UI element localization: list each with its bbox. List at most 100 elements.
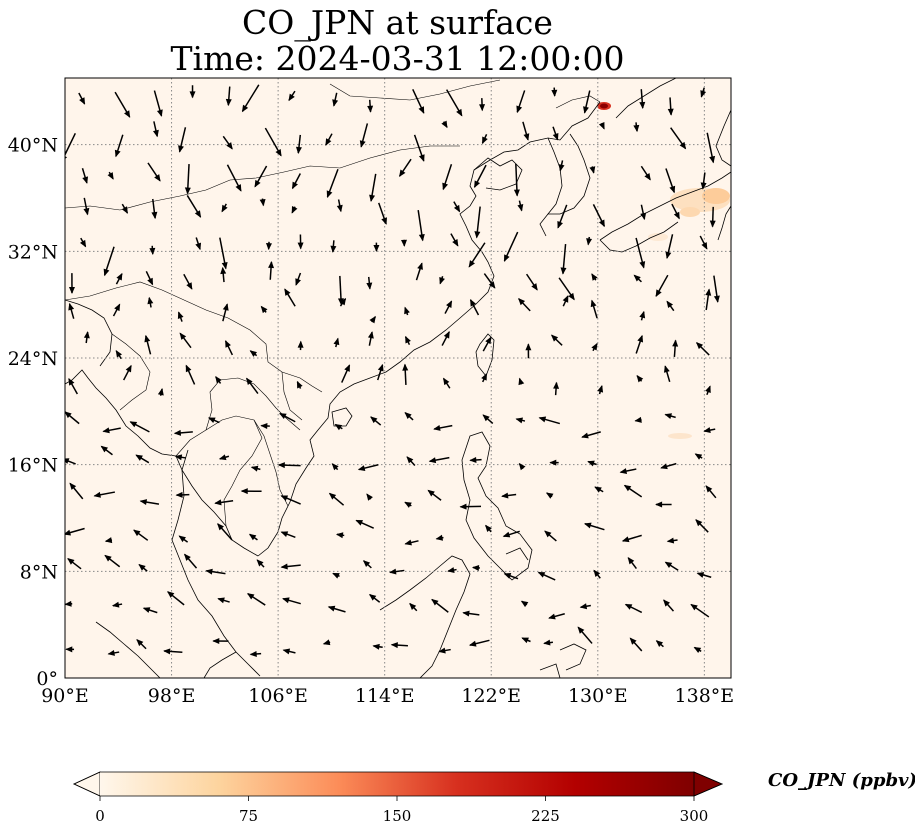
wind-arrow — [157, 387, 164, 396]
wind-arrow — [291, 206, 298, 214]
wind-arrow — [667, 97, 674, 116]
wind-arrow — [256, 559, 265, 568]
wind-arrow — [225, 86, 232, 107]
wind-arrow — [589, 166, 596, 174]
wind-arrow — [65, 527, 85, 536]
wind-arrow — [413, 134, 425, 162]
wind-arrow — [327, 605, 346, 613]
wind-arrow — [107, 171, 114, 180]
colorbar-tick-label: 75 — [239, 807, 258, 825]
wind-arrow — [254, 165, 268, 188]
wind-arrow — [241, 84, 260, 113]
wind-arrow — [183, 553, 198, 569]
wind-arrow — [138, 563, 148, 572]
wind-arrow — [623, 484, 643, 498]
wind-arrow — [544, 530, 557, 542]
wind-arrow — [331, 463, 339, 471]
wind-arrow — [147, 162, 161, 182]
wind-arrow — [550, 334, 563, 346]
wind-arrow — [624, 603, 643, 614]
wind-arrow — [373, 242, 380, 252]
wind-arrow — [79, 237, 87, 248]
wind-arrow — [671, 203, 680, 220]
wind-arrow — [516, 90, 526, 114]
wind-arrow — [481, 373, 488, 383]
wind-arrow — [552, 126, 559, 141]
wind-arrow — [543, 639, 554, 646]
lon-tick-label: 130°E — [568, 685, 628, 707]
wind-arrow — [284, 288, 296, 307]
wind-arrow — [325, 133, 333, 146]
wind-arrow — [121, 203, 129, 214]
wind-arrow — [122, 364, 132, 381]
wind-arrow — [151, 198, 158, 220]
lat-tick-label: 8°N — [20, 561, 58, 583]
wind-arrow — [404, 335, 411, 346]
lon-tick-label: 90°E — [41, 685, 89, 707]
wind-arrow — [469, 456, 482, 463]
wind-arrow — [149, 245, 156, 256]
wind-arrow — [68, 302, 75, 319]
wind-arrow — [328, 492, 345, 506]
wind-arrow — [441, 120, 448, 129]
wind-arrow — [336, 199, 343, 213]
wind-arrow — [129, 421, 150, 433]
wind-arrow — [68, 273, 75, 294]
colorbar-min-extension — [73, 771, 101, 797]
wind-arrow — [515, 417, 526, 424]
wind-arrow — [335, 532, 345, 539]
wind-arrow — [442, 377, 451, 389]
wind-arrow — [590, 299, 598, 319]
wind-arrow — [178, 127, 187, 153]
wind-arrow — [409, 602, 418, 612]
wind-arrow — [553, 381, 560, 396]
colorbar-tick-label: 0 — [95, 807, 105, 825]
lat-tick-label: 32°N — [8, 241, 58, 263]
wind-arrow — [501, 492, 517, 499]
wind-arrow — [69, 482, 84, 500]
colorbar-tick-label: 150 — [383, 807, 412, 825]
wind-arrow — [224, 340, 234, 356]
co-plume-japan-south — [680, 207, 700, 217]
wind-arrow — [666, 537, 678, 544]
wind-arrow — [450, 233, 459, 247]
wind-arrow — [83, 197, 90, 216]
wind-arrow — [525, 273, 538, 291]
wind-arrow — [152, 121, 159, 138]
wind-arrow — [153, 90, 163, 117]
map-title-line2: Time: 2024-03-31 12:00:00 — [170, 39, 625, 78]
wind-arrow — [282, 648, 296, 655]
colorbar-max-extension — [693, 771, 724, 797]
wind-arrow — [260, 422, 270, 429]
wind-arrow — [288, 90, 296, 102]
wind-arrow — [562, 295, 569, 307]
wind-arrow — [282, 597, 301, 605]
wind-arrow — [185, 364, 196, 385]
co-hotspot-core — [600, 103, 608, 109]
wind-arrow — [503, 573, 519, 580]
wind-arrow — [265, 241, 272, 251]
wind-arrow — [591, 273, 598, 281]
wind-arrow — [341, 364, 351, 383]
wind-arrow — [415, 262, 423, 281]
wind-arrow — [240, 488, 262, 495]
wind-arrow — [280, 531, 296, 539]
country-borders — [65, 79, 601, 527]
wind-arrow — [220, 266, 227, 283]
wind-arrow — [334, 423, 343, 431]
wind-arrow — [444, 300, 453, 314]
wind-arrow — [111, 601, 123, 608]
wind-arrow — [280, 563, 301, 570]
wind-arrow — [549, 459, 559, 466]
wind-arrow — [222, 135, 233, 150]
wind-arrow — [438, 647, 451, 654]
wind-arrow — [322, 639, 331, 646]
wind-arrow — [474, 206, 481, 239]
wind-arrow — [664, 413, 676, 420]
wind-arrow — [163, 648, 183, 655]
wind-arrow — [366, 276, 373, 290]
wind-arrow — [482, 414, 494, 425]
wind-vectors — [65, 84, 720, 657]
wind-arrow — [635, 334, 644, 354]
wind-arrow — [417, 210, 425, 242]
